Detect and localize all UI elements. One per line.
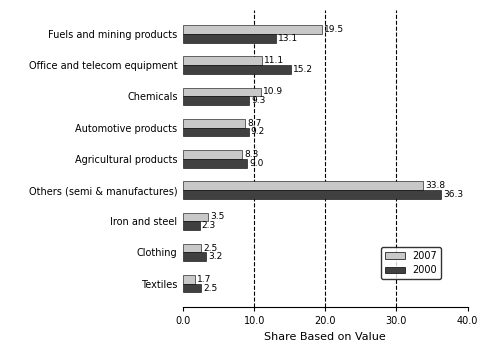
Text: 1.7: 1.7 [198, 275, 212, 284]
Bar [183, 284, 201, 292]
Text: 9.2: 9.2 [251, 127, 265, 136]
Bar [183, 181, 424, 190]
Bar [183, 128, 249, 136]
Text: 8.7: 8.7 [247, 119, 262, 128]
Bar [183, 221, 200, 230]
Text: 19.5: 19.5 [324, 25, 344, 34]
Text: 10.9: 10.9 [263, 88, 283, 96]
X-axis label: Share Based on Value: Share Based on Value [265, 332, 386, 342]
Bar [183, 275, 195, 284]
Text: 2.5: 2.5 [203, 284, 217, 292]
Bar [183, 190, 441, 199]
Text: 8.3: 8.3 [244, 150, 259, 159]
Text: 11.1: 11.1 [264, 56, 284, 65]
Bar [183, 88, 261, 96]
Text: 3.2: 3.2 [208, 252, 222, 261]
Text: 9.3: 9.3 [252, 96, 266, 105]
Text: 36.3: 36.3 [443, 190, 464, 199]
Text: 15.2: 15.2 [294, 65, 313, 74]
Bar [183, 96, 249, 105]
Bar [183, 252, 206, 261]
Bar [183, 65, 291, 74]
Text: 33.8: 33.8 [426, 181, 446, 190]
Bar [183, 119, 245, 128]
Text: 9.0: 9.0 [249, 159, 264, 168]
Bar [183, 244, 201, 252]
Text: 13.1: 13.1 [279, 34, 298, 43]
Bar [183, 159, 247, 168]
Text: 2.3: 2.3 [201, 221, 216, 230]
Bar [183, 25, 322, 34]
Text: 3.5: 3.5 [210, 213, 225, 221]
Bar [183, 213, 208, 221]
Text: 2.5: 2.5 [203, 244, 217, 253]
Bar [183, 57, 262, 65]
Bar [183, 150, 242, 159]
Legend: 2007, 2000: 2007, 2000 [381, 247, 441, 279]
Bar [183, 34, 276, 43]
